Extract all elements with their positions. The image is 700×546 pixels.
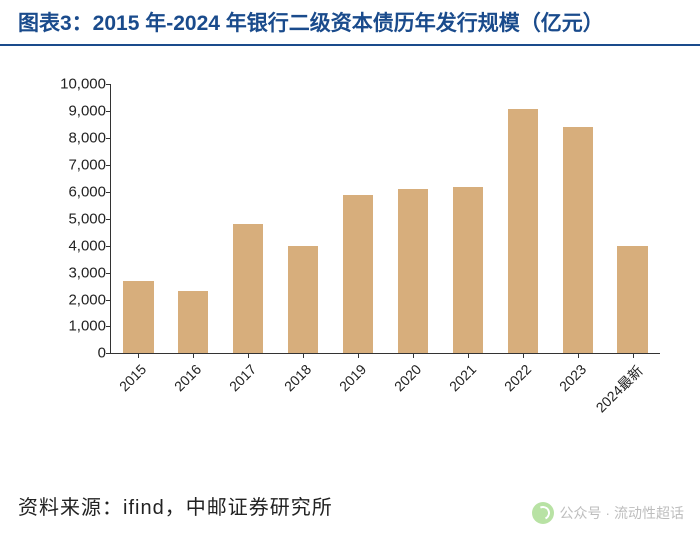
y-tick-mark — [106, 138, 111, 139]
y-tick-label: 4,000 — [51, 237, 106, 254]
y-tick-mark — [106, 300, 111, 301]
x-tick-label: 2023 — [556, 361, 589, 394]
y-tick-label: 10,000 — [51, 76, 106, 93]
y-tick-label: 2,000 — [51, 291, 106, 308]
bar — [288, 246, 318, 354]
y-tick-mark — [106, 273, 111, 274]
x-tick-label: 2020 — [391, 361, 424, 394]
x-tick-mark — [248, 353, 249, 358]
x-tick-mark — [358, 353, 359, 358]
x-tick-label: 2015 — [116, 361, 149, 394]
x-tick-label: 2018 — [281, 361, 314, 394]
y-tick-mark — [106, 192, 111, 193]
chart-title-container: 图表3：2015 年-2024 年银行二级资本债历年发行规模（亿元） — [0, 0, 700, 46]
x-tick-mark — [138, 353, 139, 358]
chart-area: 01,0002,0003,0004,0005,0006,0007,0008,00… — [55, 74, 670, 414]
bar — [343, 195, 373, 354]
x-tick-mark — [578, 353, 579, 358]
y-tick-mark — [106, 353, 111, 354]
x-tick-label: 2019 — [336, 361, 369, 394]
x-tick-label: 2016 — [171, 361, 204, 394]
y-tick-label: 3,000 — [51, 264, 106, 281]
bar — [508, 109, 538, 354]
watermark-text: 公众号 · 流动性超话 — [560, 503, 684, 523]
y-tick-label: 9,000 — [51, 103, 106, 120]
chart-title: 图表3：2015 年-2024 年银行二级资本债历年发行规模（亿元） — [18, 10, 682, 38]
bar — [563, 127, 593, 353]
y-tick-label: 8,000 — [51, 130, 106, 147]
bar — [453, 187, 483, 354]
y-tick-label: 7,000 — [51, 157, 106, 174]
x-tick-mark — [193, 353, 194, 358]
y-tick-mark — [106, 326, 111, 327]
x-tick-mark — [633, 353, 634, 358]
x-tick-label: 2024最新 — [591, 361, 647, 417]
bar — [233, 224, 263, 353]
bar — [398, 189, 428, 353]
bar — [178, 291, 208, 353]
x-tick-mark — [303, 353, 304, 358]
wechat-icon — [532, 502, 554, 524]
x-tick-mark — [523, 353, 524, 358]
x-tick-mark — [413, 353, 414, 358]
y-tick-mark — [106, 246, 111, 247]
source-line: 资料来源：ifind，中邮证券研究所 — [18, 491, 333, 520]
y-tick-label: 6,000 — [51, 183, 106, 200]
watermark: 公众号 · 流动性超话 — [532, 502, 684, 524]
bar — [123, 281, 153, 354]
y-tick-mark — [106, 165, 111, 166]
x-tick-label: 2021 — [446, 361, 479, 394]
x-tick-label: 2017 — [226, 361, 259, 394]
y-tick-mark — [106, 111, 111, 112]
bar — [617, 246, 647, 354]
plot-region: 01,0002,0003,0004,0005,0006,0007,0008,00… — [110, 84, 660, 354]
x-tick-label: 2022 — [501, 361, 534, 394]
y-tick-label: 1,000 — [51, 318, 106, 335]
y-tick-label: 0 — [51, 345, 106, 362]
y-tick-mark — [106, 219, 111, 220]
y-tick-label: 5,000 — [51, 210, 106, 227]
x-tick-mark — [468, 353, 469, 358]
y-tick-mark — [106, 84, 111, 85]
